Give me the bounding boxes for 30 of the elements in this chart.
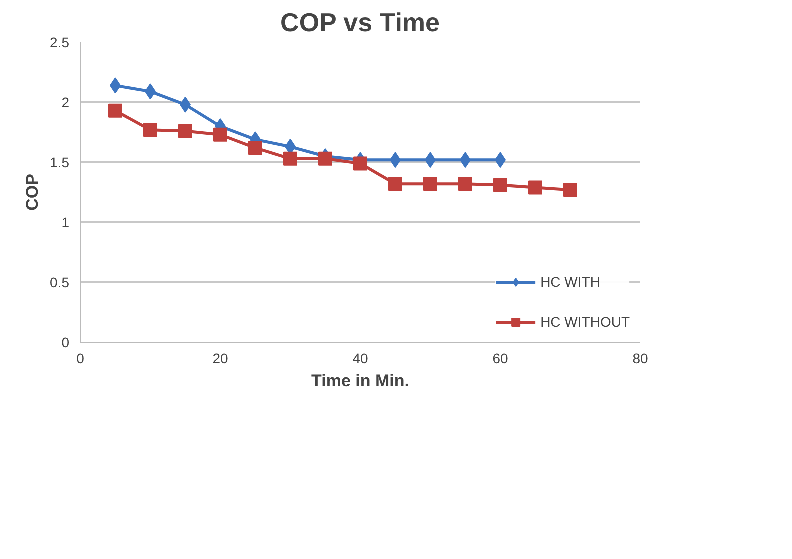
point xyxy=(318,152,332,166)
point xyxy=(284,152,298,166)
point xyxy=(424,177,438,192)
point xyxy=(528,180,542,195)
x-tick-label: 40 xyxy=(352,350,368,366)
y-tick-label: 2 xyxy=(62,94,70,110)
y-tick-label: 0 xyxy=(62,334,70,350)
point xyxy=(108,104,122,118)
x-tick-label: 60 xyxy=(492,350,508,366)
chart-title: COP vs Time xyxy=(280,8,440,38)
y-tick-label: 0.5 xyxy=(50,274,70,290)
point xyxy=(214,128,228,142)
point xyxy=(458,177,472,192)
point xyxy=(178,124,192,138)
legend-label: HC WITH xyxy=(540,274,600,290)
point xyxy=(564,183,578,198)
point xyxy=(144,123,158,138)
y-tick-label: 1 xyxy=(62,214,70,230)
x-tick-label: 80 xyxy=(632,350,648,366)
x-tick-label: 20 xyxy=(212,350,228,366)
point xyxy=(354,156,368,171)
point xyxy=(494,178,508,192)
point xyxy=(248,141,262,156)
y-tick-label: 2.5 xyxy=(50,34,70,50)
y-axis-title: COP xyxy=(23,174,42,211)
x-axis-title: Time in Min. xyxy=(312,372,410,390)
legend-label: HC WITHOUT xyxy=(540,314,630,330)
x-tick-label: 0 xyxy=(76,350,85,366)
point xyxy=(388,177,402,192)
y-tick-label: 1.5 xyxy=(50,154,70,170)
